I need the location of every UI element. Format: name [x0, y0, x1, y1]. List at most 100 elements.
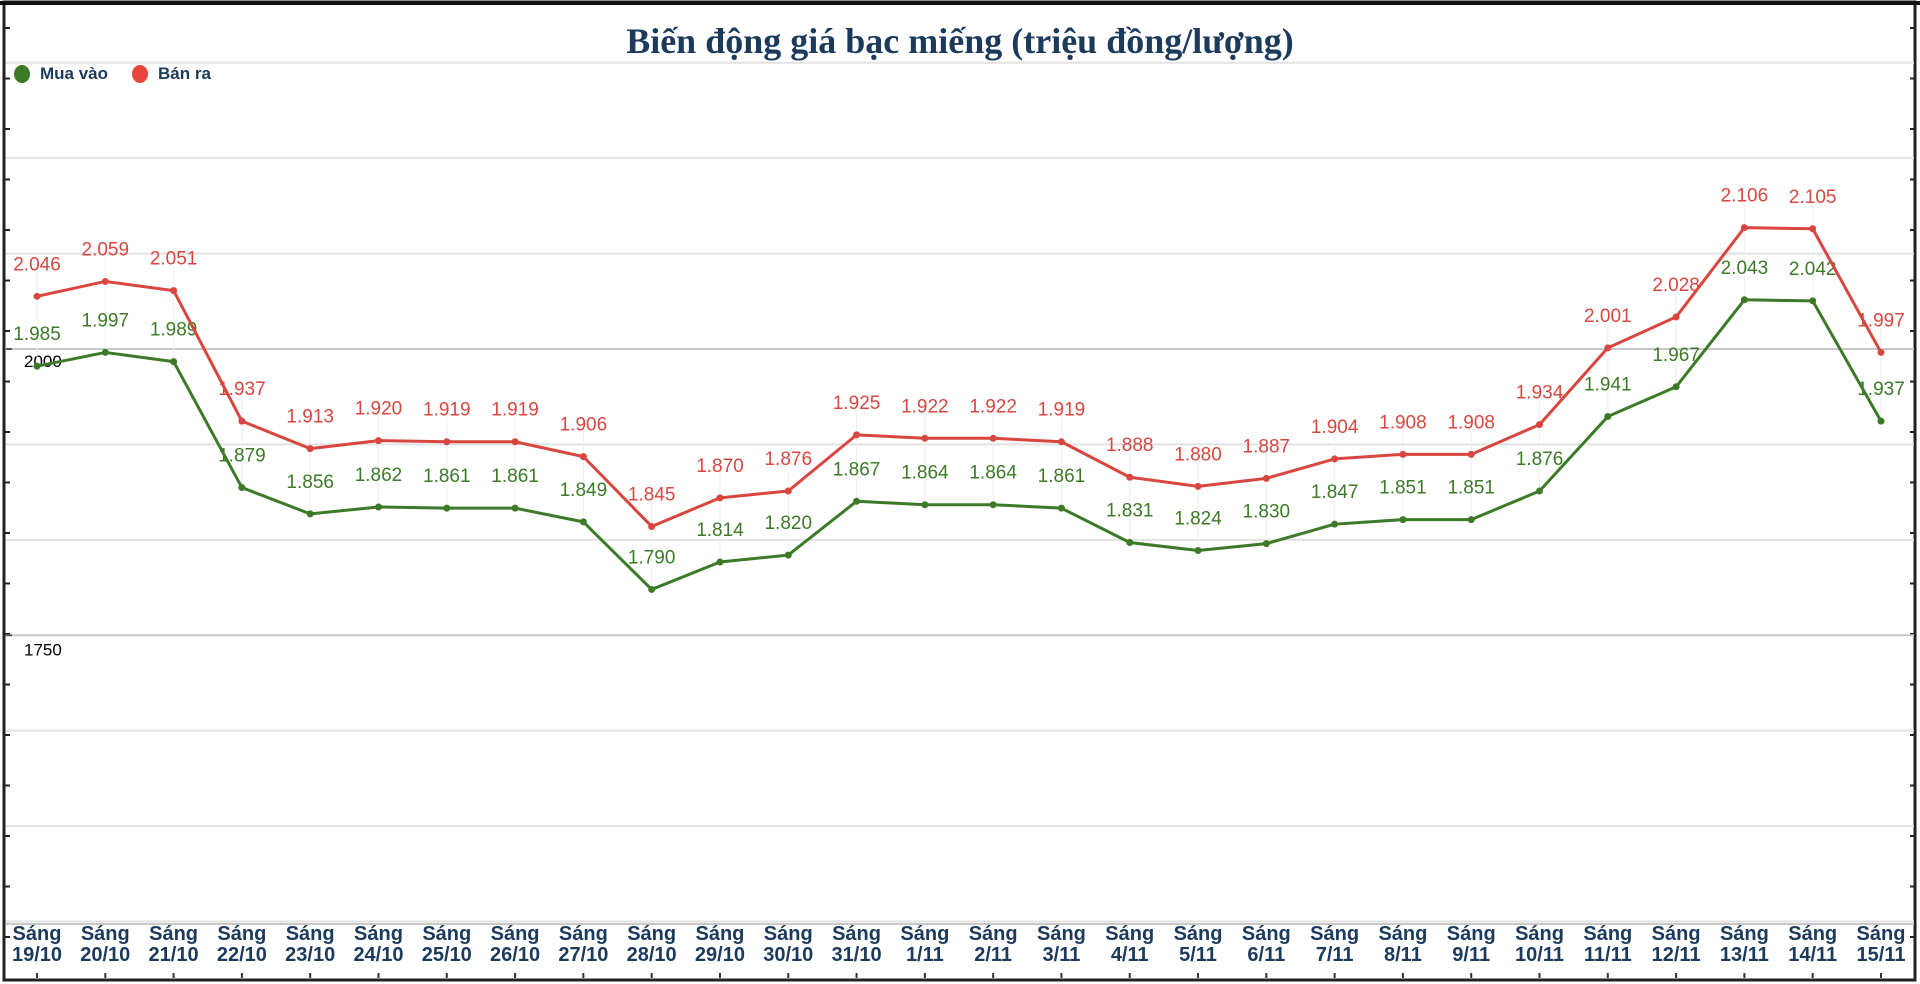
data-point-ban-ra: [101, 277, 109, 285]
data-label-mua-vao: 1.985: [13, 324, 61, 345]
data-point-ban-ra: [853, 431, 861, 439]
x-tick-label-line2: 15/11: [1857, 944, 1906, 966]
x-tick-label-line2: 2/11: [974, 944, 1012, 966]
data-label-mua-vao: 2.042: [1789, 259, 1837, 280]
data-point-ban-ra: [1331, 455, 1339, 463]
x-tick-label-line1: Sáng: [696, 923, 745, 945]
x-tick-label-line1: Sáng: [13, 923, 62, 945]
data-label-mua-vao: 1.824: [1174, 509, 1222, 530]
data-point-ban-ra: [784, 487, 792, 495]
x-tick-label-line2: 31/10: [832, 944, 882, 966]
x-tick-label-line2: 26/10: [490, 944, 540, 966]
data-point-ban-ra: [716, 494, 724, 502]
data-label-ban-ra: 1.922: [901, 396, 949, 417]
data-label-mua-vao: 1.831: [1106, 501, 1154, 522]
data-point-ban-ra: [648, 522, 656, 530]
x-tick-label-line1: Sáng: [1788, 923, 1837, 945]
data-point-ban-ra: [989, 434, 997, 442]
data-label-ban-ra: 1.870: [696, 456, 744, 477]
data-label-mua-vao: 1.989: [150, 320, 198, 341]
data-label-mua-vao: 1.851: [1379, 478, 1427, 499]
data-label-mua-vao: 1.867: [833, 459, 881, 480]
data-point-ban-ra: [1126, 473, 1134, 481]
data-label-mua-vao: 1.856: [286, 472, 334, 493]
data-point-ban-ra: [921, 434, 929, 442]
data-label-mua-vao: 1.847: [1311, 482, 1359, 503]
legend-label: Bán ra: [158, 64, 211, 83]
x-tick-label-line1: Sáng: [1857, 923, 1906, 945]
data-point-ban-ra: [170, 287, 178, 295]
data-point-ban-ra: [238, 417, 246, 425]
x-tick-label-line2: 25/10: [422, 944, 472, 966]
data-label-mua-vao: 1.876: [1516, 449, 1564, 470]
data-label-ban-ra: 1.888: [1106, 435, 1154, 456]
x-tick-label-line1: Sáng: [1447, 923, 1496, 945]
data-label-mua-vao: 1.862: [355, 465, 403, 486]
data-label-mua-vao: 1.937: [1857, 379, 1905, 400]
data-point-mua-vao: [648, 585, 656, 593]
x-tick-label-line1: Sáng: [354, 923, 403, 945]
data-point-mua-vao: [1262, 540, 1270, 548]
data-point-mua-vao: [374, 503, 382, 511]
x-tick-label-line2: 21/10: [149, 944, 199, 966]
data-point-ban-ra: [1672, 313, 1680, 321]
data-label-mua-vao: 1.864: [969, 463, 1017, 484]
data-point-mua-vao: [1057, 504, 1065, 512]
x-tick-label-line1: Sáng: [1652, 923, 1701, 945]
x-tick-label-line2: 6/11: [1247, 944, 1285, 966]
data-point-ban-ra: [1467, 450, 1475, 458]
x-tick-label-line1: Sáng: [1515, 923, 1564, 945]
data-label-mua-vao: 1.849: [560, 480, 608, 501]
data-label-ban-ra: 1.887: [1243, 436, 1291, 457]
x-tick-label-line1: Sáng: [217, 923, 266, 945]
data-label-ban-ra: 1.934: [1516, 383, 1564, 404]
data-label-ban-ra: 1.997: [1857, 310, 1905, 331]
x-tick-label-line1: Sáng: [81, 923, 130, 945]
data-point-ban-ra: [374, 437, 382, 445]
x-tick-label-line2: 1/11: [906, 944, 944, 966]
x-tick-label-line1: Sáng: [1720, 923, 1769, 945]
data-label-ban-ra: 1.906: [560, 415, 608, 436]
data-point-ban-ra: [1809, 225, 1817, 233]
data-point-ban-ra: [1604, 344, 1612, 352]
x-tick-label-line2: 29/10: [695, 944, 745, 966]
data-point-mua-vao: [443, 504, 451, 512]
data-label-mua-vao: 1.851: [1447, 478, 1495, 499]
legend: Mua vào Bán ra: [14, 64, 211, 84]
data-label-ban-ra: 1.919: [1038, 400, 1086, 421]
x-tick-label-line1: Sáng: [1310, 923, 1359, 945]
series-line-ban-ra: [36, 226, 1883, 528]
data-point-ban-ra: [1057, 438, 1065, 446]
data-point-ban-ra: [1262, 474, 1270, 482]
data-point-mua-vao: [1399, 516, 1407, 524]
data-label-ban-ra: 2.001: [1584, 306, 1632, 327]
x-tick-label-line1: Sáng: [1174, 923, 1223, 945]
data-point-mua-vao: [784, 551, 792, 559]
legend-item-mua-vao[interactable]: Mua vào: [14, 64, 108, 84]
data-label-mua-vao: 1.861: [1038, 466, 1086, 487]
data-point-mua-vao: [238, 484, 246, 492]
data-label-ban-ra: 1.880: [1174, 444, 1222, 465]
x-tick-label-line2: 28/10: [627, 944, 677, 966]
data-label-ban-ra: 1.876: [764, 449, 812, 470]
data-label-ban-ra: 2.106: [1721, 186, 1769, 207]
data-point-mua-vao: [853, 497, 861, 505]
data-point-ban-ra: [1877, 348, 1885, 356]
x-tick-label-line1: Sáng: [1242, 923, 1291, 945]
data-label-ban-ra: 2.028: [1652, 275, 1700, 296]
data-label-mua-vao: 1.820: [764, 513, 812, 534]
data-point-mua-vao: [306, 510, 314, 518]
series-line-mua-vao: [36, 298, 1883, 591]
data-point-mua-vao: [921, 501, 929, 509]
x-tick-label-line1: Sáng: [422, 923, 471, 945]
legend-item-ban-ra[interactable]: Bán ra: [132, 64, 211, 84]
data-point-mua-vao: [1536, 487, 1544, 495]
data-point-mua-vao: [33, 362, 41, 370]
x-tick-label-line2: 19/10: [12, 944, 62, 966]
data-label-ban-ra: 1.922: [969, 396, 1017, 417]
data-point-ban-ra: [1399, 450, 1407, 458]
data-label-mua-vao: 1.941: [1584, 375, 1632, 396]
data-label-ban-ra: 1.925: [833, 393, 881, 414]
data-point-ban-ra: [443, 438, 451, 446]
